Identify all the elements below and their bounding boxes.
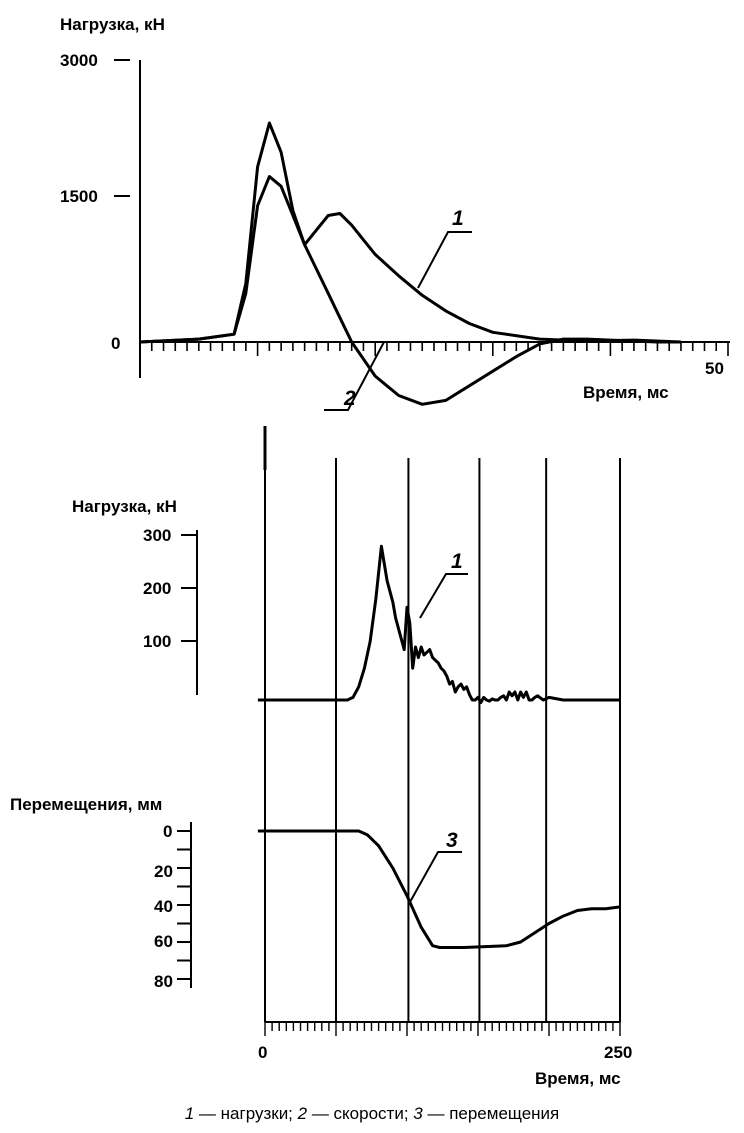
bot-y-tick-label-80: 80 <box>154 972 173 991</box>
bot-series-3-line <box>257 829 621 949</box>
top-leader-1 <box>417 231 472 289</box>
bot-leader-3 <box>409 851 462 903</box>
mid-y-axis-title: Нагрузка, кН <box>72 497 177 516</box>
mid-y-tick-label-100: 100 <box>143 632 171 651</box>
top-chart: Нагрузка, кН 3000 1500 0 50 Время, мс 1 … <box>60 15 730 411</box>
caption-text-3: — перемещения <box>422 1104 560 1123</box>
mid-curve-label-1: 1 <box>451 550 463 573</box>
top-x-ticks <box>139 342 729 356</box>
bot-y-tick-label-60: 60 <box>154 932 173 951</box>
top-series-2-line <box>139 175 681 406</box>
bot-y-tick-label-20: 20 <box>154 862 173 881</box>
top-x-tick-label-50: 50 <box>705 359 724 378</box>
bottom-frame: 0 250 Время, мс <box>258 426 632 1088</box>
caption-num-1: 1 <box>184 1104 195 1123</box>
caption-num-3: 3 <box>413 1104 423 1123</box>
top-x-axis-title: Время, мс <box>583 383 669 402</box>
middle-chart: Нагрузка, кН 300 200 100 1 <box>72 497 620 705</box>
mid-y-tick-label-300: 300 <box>143 526 171 545</box>
top-y-tick-label-3000: 3000 <box>60 51 98 70</box>
top-curve-label-2: 2 <box>343 387 356 410</box>
bottom-x-axis-title: Время, мс <box>535 1069 621 1088</box>
figure-caption: 1 — нагрузки; 2 — скорости; 3 — перемеще… <box>0 1104 744 1124</box>
caption-num-2: 2 <box>297 1104 308 1123</box>
bot-y-axis-title: Перемещения, мм <box>10 795 162 814</box>
vertical-gridlines <box>264 458 621 1022</box>
mid-leader-1 <box>419 573 468 619</box>
top-leader-2 <box>324 341 385 411</box>
mid-y-tick-label-200: 200 <box>143 579 171 598</box>
top-curve-label-1: 1 <box>452 207 464 230</box>
bot-y-tick-label-40: 40 <box>154 897 173 916</box>
bot-curve-label-3: 3 <box>446 829 458 852</box>
bot-y-tick-label-0: 0 <box>163 822 172 841</box>
caption-text-1: — нагрузки; <box>194 1104 298 1123</box>
bot-y-ticks <box>177 830 191 980</box>
mid-series-1-line <box>257 544 620 705</box>
caption-text-2: — скорости; <box>307 1104 414 1123</box>
bottom-x-tick-label-250: 250 <box>604 1043 632 1062</box>
top-y-tick-label-1500: 1500 <box>60 187 98 206</box>
top-y-axis-title: Нагрузка, кН <box>60 15 165 34</box>
top-series-1-line <box>139 121 682 344</box>
bottom-x-tick-label-0: 0 <box>258 1043 267 1062</box>
top-y-tick-label-0: 0 <box>111 334 120 353</box>
bottom-x-ticks <box>264 1022 621 1036</box>
displacement-chart: Перемещения, мм 0 20 40 60 80 3 <box>10 795 621 991</box>
